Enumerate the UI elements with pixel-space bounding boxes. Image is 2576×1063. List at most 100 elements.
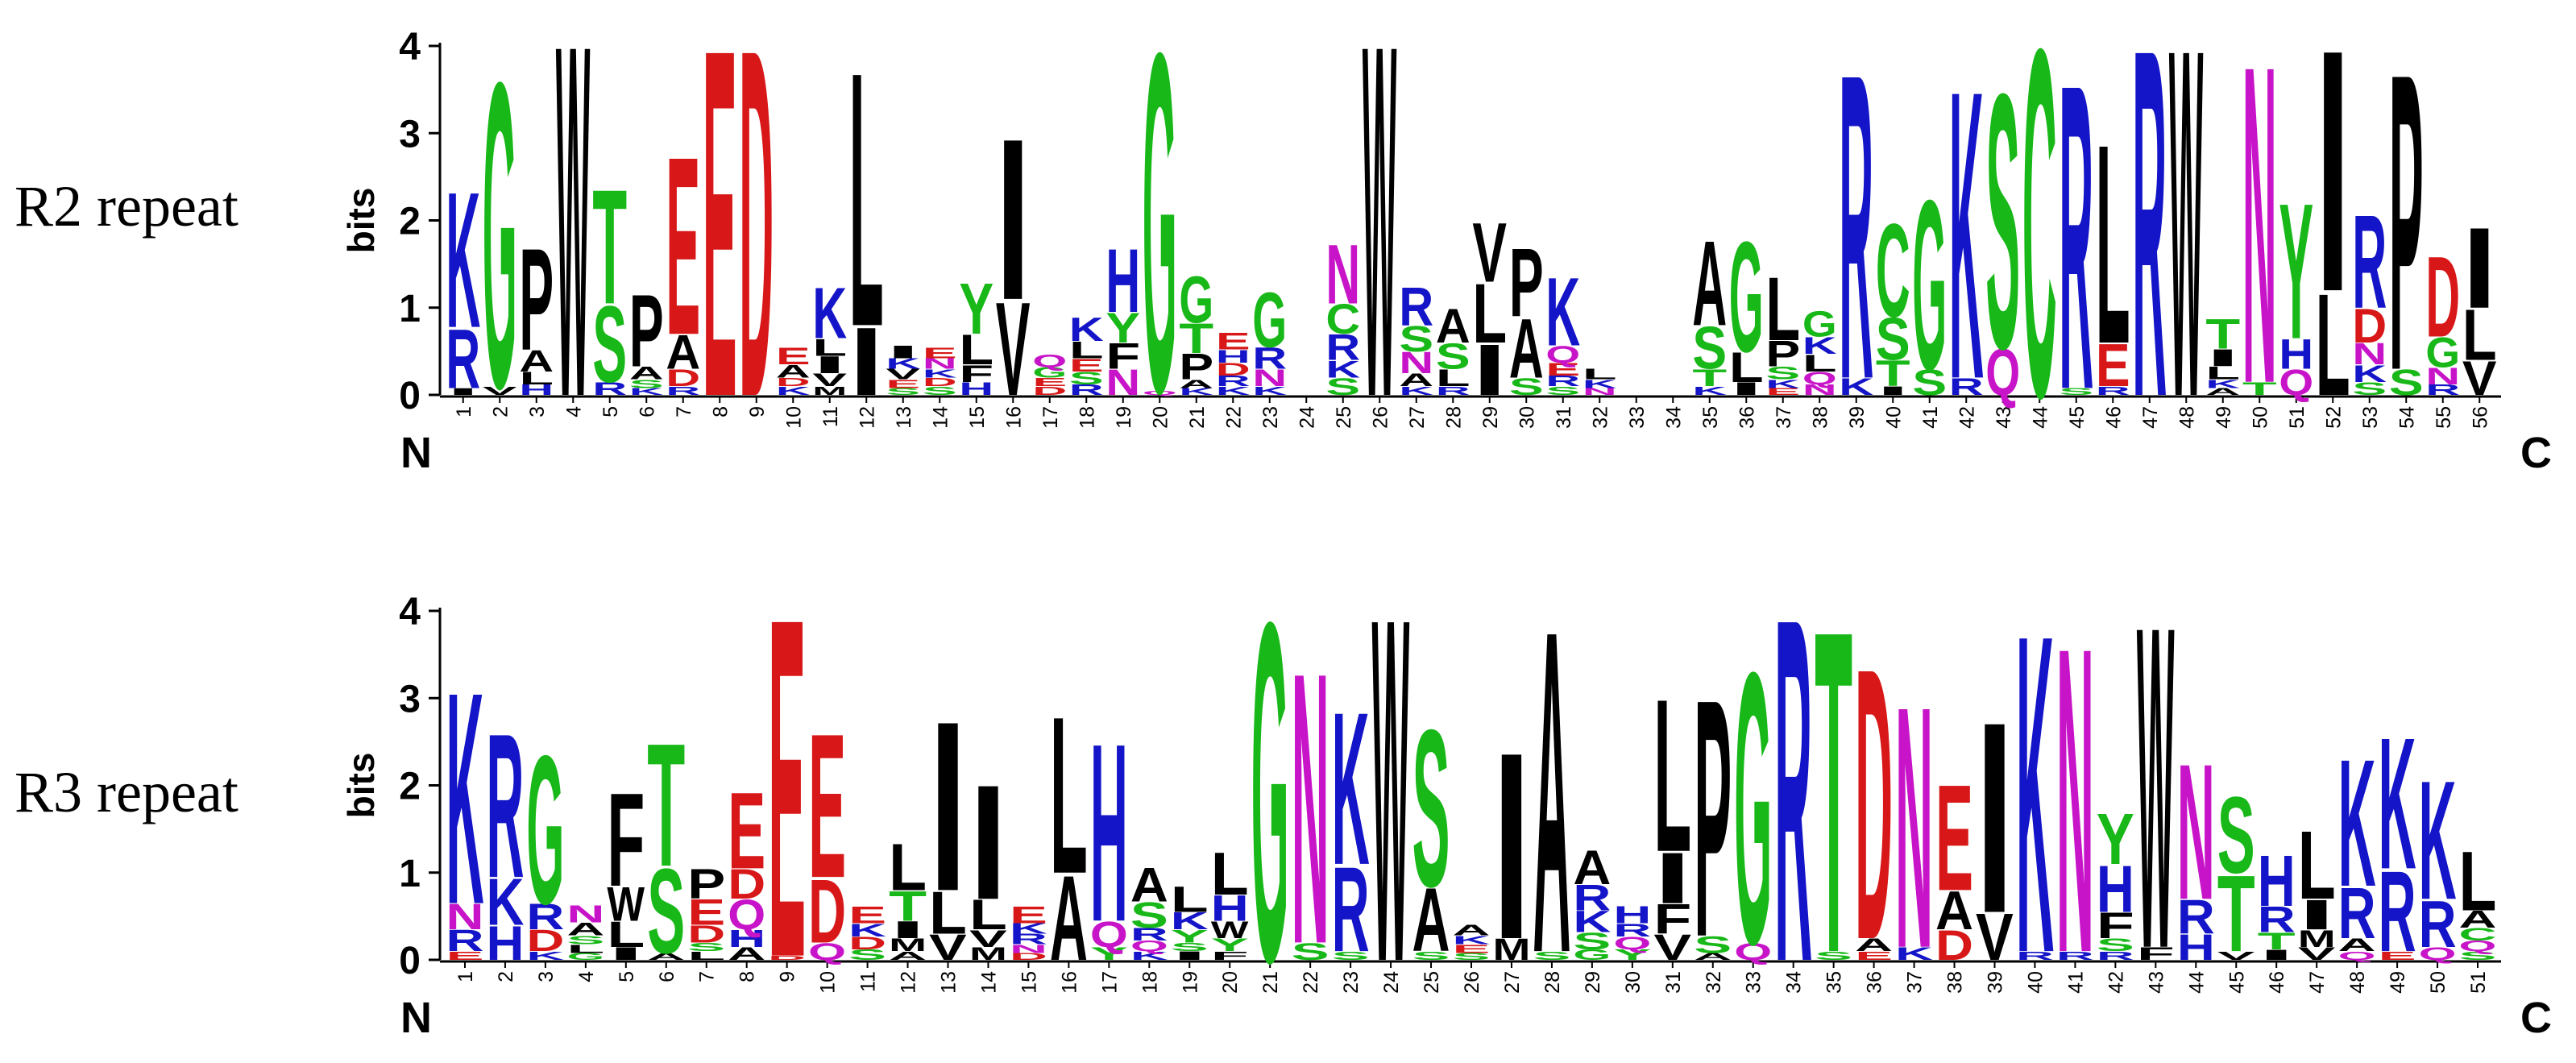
logo-letter-S: S bbox=[592, 284, 627, 405]
logo-letter-N: N bbox=[2177, 724, 2215, 941]
x-tick-label: 19 bbox=[1113, 406, 1135, 429]
logo-letter-V: V bbox=[812, 370, 847, 390]
logo-letter-A: A bbox=[1130, 858, 1168, 912]
x-tick-label: 29 bbox=[1479, 406, 1502, 429]
logo-letter-A: A bbox=[889, 949, 927, 963]
y-axis-label-r3: bits bbox=[340, 753, 382, 819]
logo-letter-W: W bbox=[607, 877, 645, 932]
x-tick-label: 1 bbox=[454, 971, 477, 982]
y-tick-label: 4 bbox=[399, 26, 421, 69]
logo-letter-P: P bbox=[1694, 629, 1732, 1007]
x-tick-label: 23 bbox=[1340, 971, 1363, 994]
x-tick-label: 51 bbox=[2467, 971, 2490, 994]
logo-letter-Q: Q bbox=[1802, 368, 1837, 388]
logo-letter-K: K bbox=[1399, 384, 1433, 398]
logo-letter-E: E bbox=[1216, 328, 1251, 355]
x-tick-label: 19 bbox=[1179, 971, 1201, 994]
x-tick-label: 18 bbox=[1076, 406, 1098, 429]
logo-letter-K: K bbox=[2419, 746, 2457, 936]
logo-letter-K: K bbox=[446, 630, 483, 968]
logo-letter-E: E bbox=[1545, 359, 1580, 380]
logo-letter-V: V bbox=[886, 366, 920, 382]
logo-letter-S: S bbox=[1985, 19, 2020, 425]
logo-letter-G: G bbox=[1251, 521, 1289, 1063]
logo-letter-H: H bbox=[1211, 887, 1249, 928]
logo-letter-N: N bbox=[1583, 386, 1617, 397]
y-tick-label: 0 bbox=[399, 375, 421, 417]
logo-panel-r2: R2 repeat 0 1 2 3 4 bits N C 1 I R K 2 V G 3 H L A P 4 W 5 R S T 6… bbox=[0, 0, 2576, 502]
x-tick-label: 23 bbox=[1259, 406, 1282, 429]
logo-letter-N: N bbox=[2242, 0, 2277, 478]
logo-letter-L: L bbox=[607, 915, 645, 955]
logo-letter-N: N bbox=[566, 900, 604, 928]
logo-letter-I: I bbox=[2205, 344, 2240, 371]
logo-letter-V: V bbox=[996, 275, 1031, 424]
logo-letter-K: K bbox=[923, 367, 957, 380]
logo-letter-S: S bbox=[2459, 949, 2497, 962]
logo-letter-K: K bbox=[1545, 258, 1580, 366]
logo-letter-S: S bbox=[1815, 949, 1852, 962]
logo-letter-G: G bbox=[1573, 947, 1611, 963]
logo-letter-A: A bbox=[566, 920, 604, 940]
logo-letter-V: V bbox=[2298, 944, 2336, 964]
logo-letter-A: A bbox=[2338, 935, 2376, 955]
repeat-label-r3: R3 repeat bbox=[15, 760, 239, 824]
logo-letter-G: G bbox=[1734, 592, 1772, 1024]
logo-letter-A: A bbox=[1694, 951, 1732, 961]
logo-letter-I: I bbox=[1492, 696, 1530, 994]
logo-letter-K: K bbox=[2205, 377, 2240, 391]
logo-letter-Y: Y bbox=[1105, 305, 1140, 351]
x-tick-label: 39 bbox=[1846, 406, 1869, 429]
logo-letter-W: W bbox=[2137, 530, 2175, 1044]
logo-letter-A: A bbox=[647, 951, 685, 961]
x-tick-label: 8 bbox=[709, 406, 732, 417]
y-tick-label: 3 bbox=[399, 113, 421, 156]
logo-letter-F: F bbox=[2137, 944, 2175, 964]
logo-letter-E: E bbox=[666, 105, 700, 388]
logo-letter-R: R bbox=[1252, 341, 1287, 375]
logo-letter-I: I bbox=[889, 916, 927, 944]
x-tick-label: 49 bbox=[2213, 406, 2235, 429]
logo-letter-I: I bbox=[1876, 384, 1910, 398]
logo-letter-Y: Y bbox=[1613, 947, 1651, 963]
logo-letter-R: R bbox=[2425, 382, 2460, 398]
logo-letter-M: M bbox=[889, 935, 927, 955]
logo-letter-V: V bbox=[1472, 206, 1507, 300]
logo-letter-L: L bbox=[2462, 295, 2497, 376]
logo-letter-H: H bbox=[2279, 330, 2313, 378]
repeat-label-r2: R2 repeat bbox=[15, 174, 239, 239]
logo-letter-R: R bbox=[2177, 891, 2215, 945]
x-tick-label: 43 bbox=[1993, 406, 2015, 429]
logo-letter-N: N bbox=[2056, 556, 2094, 1044]
logo-letter-R: R bbox=[666, 384, 700, 398]
x-tick-label: 41 bbox=[2064, 971, 2087, 994]
x-tick-label: 16 bbox=[1002, 406, 1025, 429]
logo-letter-A: A bbox=[1436, 299, 1471, 354]
logo-letter-A: A bbox=[666, 325, 700, 380]
logo-letter-K: K bbox=[1573, 905, 1611, 939]
logo-letter-R: R bbox=[2097, 949, 2134, 963]
x-tick-label: 45 bbox=[2225, 971, 2248, 994]
logo-letter-T: T bbox=[1179, 315, 1213, 363]
logo-letter-R: R bbox=[2338, 872, 2376, 953]
x-tick-label: 38 bbox=[1944, 971, 1967, 994]
logo-letter-H: H bbox=[2177, 927, 2215, 968]
logo-letter-A: A bbox=[728, 944, 765, 964]
logo-letter-M: M bbox=[2298, 924, 2336, 952]
logo-letter-I: I bbox=[607, 944, 645, 964]
x-tick-label: 4 bbox=[575, 971, 598, 982]
logo-letter-H: H bbox=[1105, 230, 1140, 332]
logo-letter-H: H bbox=[2097, 852, 2134, 926]
x-tick-label: 52 bbox=[2322, 406, 2345, 429]
x-tick-label: 11 bbox=[819, 406, 842, 427]
x-tick-label: 47 bbox=[2139, 406, 2162, 429]
logo-letter-I: I bbox=[996, 90, 1031, 348]
logo-letter-S: S bbox=[1436, 336, 1471, 376]
logo-letter-N: N bbox=[1802, 382, 1837, 398]
x-tick-label: 36 bbox=[1736, 406, 1758, 429]
x-tick-label: 4 bbox=[562, 406, 585, 417]
y-tick-label: 4 bbox=[399, 591, 421, 633]
logo-letter-C: C bbox=[1876, 197, 1910, 346]
logo-letter-G: G bbox=[1143, 0, 1177, 494]
